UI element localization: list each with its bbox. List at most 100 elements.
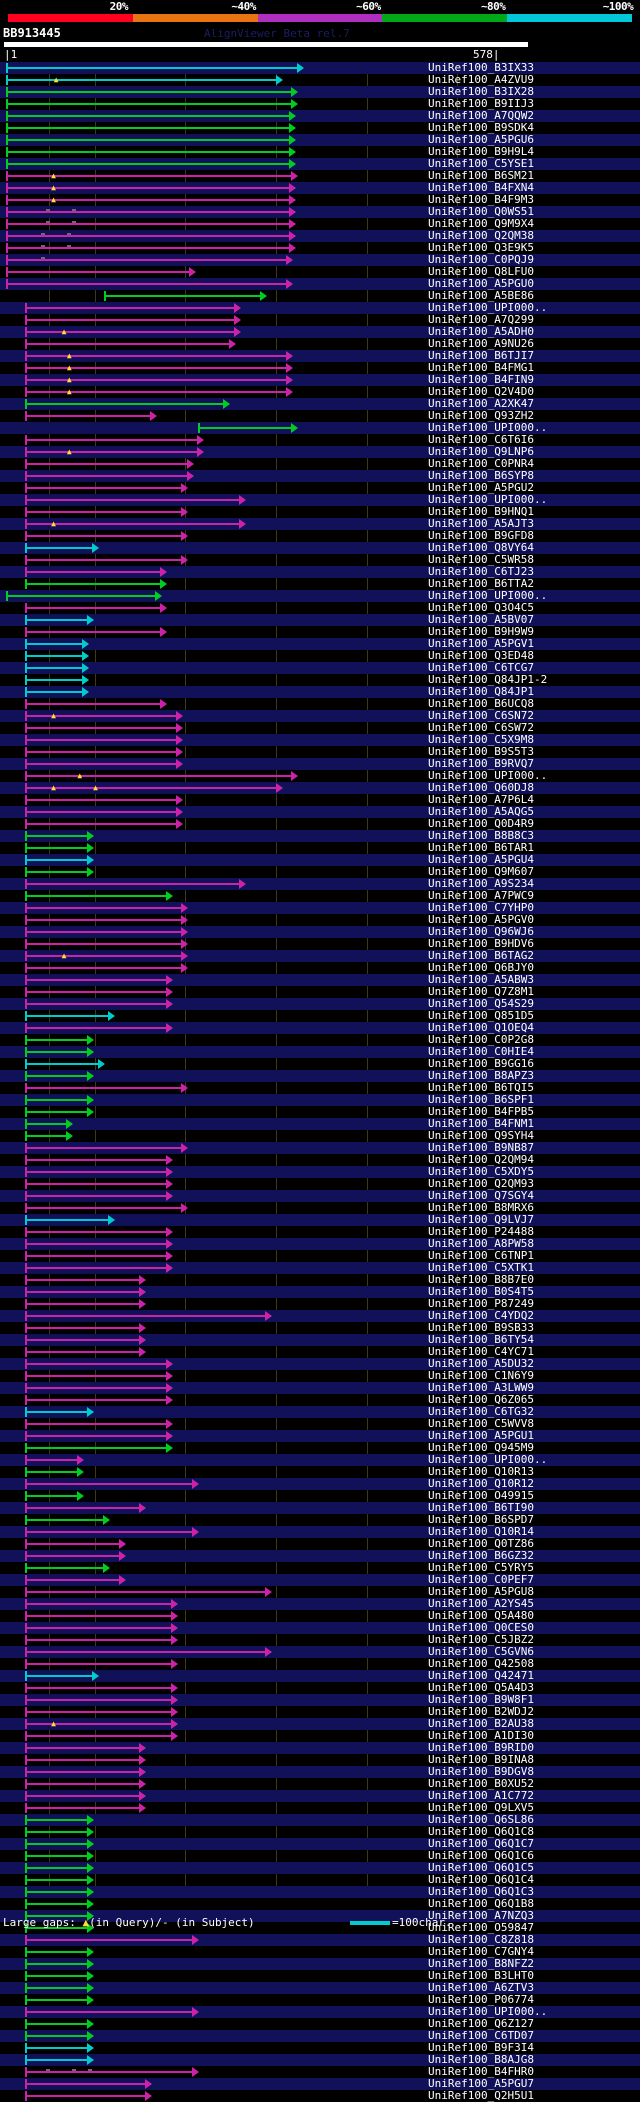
hit-row[interactable]: UniRef100_Q93ZH2 <box>0 409 640 422</box>
hit-label[interactable]: UniRef100_B6SM21 <box>428 169 534 182</box>
hit-row[interactable]: UniRef100_UPI000.. <box>0 301 640 314</box>
hit-row[interactable]: UniRef100_Q2QM94 <box>0 1153 640 1166</box>
hit-label[interactable]: UniRef100_Q54S29 <box>428 997 534 1010</box>
hit-bar[interactable] <box>24 1267 167 1269</box>
hit-label[interactable]: UniRef100_B9IIJ3 <box>428 97 534 110</box>
hit-label[interactable]: UniRef100_Q9LXV5 <box>428 1801 534 1814</box>
hit-bar[interactable] <box>24 883 241 885</box>
hit-bar[interactable] <box>24 1603 172 1605</box>
hit-bar[interactable] <box>24 1315 267 1317</box>
hit-row[interactable]: UniRef100_B9GFD8 <box>0 529 640 542</box>
hit-alignment-track[interactable]: ▲ <box>4 170 528 182</box>
hit-label[interactable]: UniRef100_Q93ZH2 <box>428 409 534 422</box>
hit-row[interactable]: UniRef100_A5PGU2 <box>0 481 640 494</box>
hit-bar[interactable] <box>24 463 188 465</box>
hit-row[interactable]: UniRef100_A7P6L4 <box>0 793 640 806</box>
hit-alignment-track[interactable] <box>4 470 528 482</box>
hit-label[interactable]: UniRef100_B6TI90 <box>428 1501 534 1514</box>
hit-row[interactable]: UniRef100_B9HNQ1 <box>0 505 640 518</box>
hit-row[interactable]: UniRef100_Q9M9X4 <box>0 217 640 230</box>
hit-alignment-track[interactable] <box>4 254 528 266</box>
hit-label[interactable]: UniRef100_Q42471 <box>428 1669 534 1682</box>
hit-label[interactable]: UniRef100_B4F9M3 <box>428 193 534 206</box>
hit-alignment-track[interactable] <box>4 1274 528 1286</box>
hit-row[interactable]: UniRef100_Q3O4C5 <box>0 601 640 614</box>
hit-bar[interactable] <box>6 283 288 285</box>
hit-alignment-track[interactable] <box>4 698 528 710</box>
hit-row[interactable]: UniRef100_Q0TZ86 <box>0 1537 640 1550</box>
hit-bar[interactable] <box>24 1843 89 1845</box>
hit-bar[interactable] <box>24 1867 89 1869</box>
hit-row[interactable]: UniRef100_B3IX28 <box>0 85 640 98</box>
hit-label[interactable]: UniRef100_B9RVQ7 <box>428 757 534 770</box>
hit-bar[interactable] <box>24 1855 89 1857</box>
hit-row[interactable]: UniRef100_O59847 <box>0 1921 640 1934</box>
hit-row[interactable]: UniRef100_Q6Q1B8 <box>0 1897 640 1910</box>
hit-bar[interactable] <box>24 907 183 909</box>
hit-bar[interactable] <box>24 367 288 369</box>
hit-alignment-track[interactable] <box>4 554 528 566</box>
hit-label[interactable]: UniRef100_A5PGV1 <box>428 637 534 650</box>
hit-row[interactable]: UniRef100_Q945M9 <box>0 1441 640 1454</box>
hit-bar[interactable] <box>6 595 157 597</box>
hit-bar[interactable] <box>24 1723 172 1725</box>
hit-alignment-track[interactable] <box>4 122 528 134</box>
hit-label[interactable]: UniRef100_B0XU52 <box>428 1777 534 1790</box>
hit-bar[interactable] <box>24 1279 141 1281</box>
hit-label[interactable]: UniRef100_B8MRX6 <box>428 1201 534 1214</box>
hit-label[interactable]: UniRef100_A3LWW9 <box>428 1381 534 1394</box>
hit-label[interactable]: UniRef100_C6TG32 <box>428 1405 534 1418</box>
hit-alignment-track[interactable]: ▲ <box>4 182 528 194</box>
hit-row[interactable]: UniRef100_B9H9W9 <box>0 625 640 638</box>
hit-label[interactable]: UniRef100_A8PW58 <box>428 1237 534 1250</box>
hit-label[interactable]: UniRef100_A7QQW2 <box>428 109 534 122</box>
hit-label[interactable]: UniRef100_A9NU26 <box>428 337 534 350</box>
hit-label[interactable]: UniRef100_UPI000.. <box>428 1453 548 1466</box>
hit-alignment-track[interactable] <box>4 902 528 914</box>
hit-label[interactable]: UniRef100_B9HDV6 <box>428 937 534 950</box>
hit-label[interactable]: UniRef100_A7P6L4 <box>428 793 534 806</box>
hit-row[interactable]: UniRef100_A7NZQ3 <box>0 1909 640 1922</box>
hit-row[interactable]: UniRef100_A2YS45 <box>0 1597 640 1610</box>
hit-alignment-track[interactable] <box>4 1022 528 1034</box>
hit-row[interactable]: UniRef100_B6SYP8 <box>0 469 640 482</box>
hit-bar[interactable] <box>24 679 83 681</box>
hit-bar[interactable] <box>24 1579 120 1581</box>
hit-row[interactable]: UniRef100_B9SDK4 <box>0 121 640 134</box>
hit-label[interactable]: UniRef100_A4ZVU9 <box>428 73 534 86</box>
hit-row[interactable]: UniRef100_C6TD07 <box>0 2029 640 2042</box>
hit-bar[interactable] <box>24 343 230 345</box>
hit-row[interactable]: UniRef100_A5BE86 <box>0 289 640 302</box>
hit-row[interactable]: UniRef100_UPI000.. <box>0 421 640 434</box>
hit-row[interactable]: UniRef100_UPI000.. <box>0 2005 640 2018</box>
hit-alignment-track[interactable] <box>4 266 528 278</box>
hit-bar[interactable] <box>24 1507 141 1509</box>
hit-bar[interactable] <box>24 1243 167 1245</box>
hit-bar[interactable] <box>24 1303 141 1305</box>
hit-label[interactable]: UniRef100_Q2QM93 <box>428 1177 534 1190</box>
hit-bar[interactable] <box>24 1123 68 1125</box>
hit-alignment-track[interactable] <box>4 1550 528 1562</box>
hit-label[interactable]: UniRef100_B9HNQ1 <box>428 505 534 518</box>
hit-bar[interactable] <box>24 2023 89 2025</box>
hit-bar[interactable] <box>24 415 151 417</box>
alignment-hit-list[interactable]: UniRef100_B3IX33 ▲ UniRef100_A4ZVU9 UniRef1… <box>0 61 640 2102</box>
hit-row[interactable]: UniRef100_Q84JP1-2 <box>0 673 640 686</box>
hit-alignment-track[interactable] <box>4 1778 528 1790</box>
hit-bar[interactable] <box>24 1195 167 1197</box>
hit-alignment-track[interactable] <box>4 1850 528 1862</box>
hit-alignment-track[interactable] <box>4 1334 528 1346</box>
hit-bar[interactable] <box>24 1807 141 1809</box>
hit-bar[interactable] <box>24 919 183 921</box>
hit-bar[interactable] <box>24 2047 89 2049</box>
hit-label[interactable]: UniRef100_Q10R14 <box>428 1525 534 1538</box>
hit-bar[interactable] <box>24 1759 141 1761</box>
hit-alignment-track[interactable] <box>4 1754 528 1766</box>
hit-row[interactable]: UniRef100_B9H9L4 <box>0 145 640 158</box>
hit-bar[interactable] <box>24 1351 141 1353</box>
hit-alignment-track[interactable] <box>4 1814 528 1826</box>
hit-alignment-track[interactable] <box>4 1178 528 1190</box>
hit-alignment-track[interactable] <box>4 1790 528 1802</box>
hit-alignment-track[interactable] <box>4 1622 528 1634</box>
hit-label[interactable]: UniRef100_A5DU32 <box>428 1357 534 1370</box>
